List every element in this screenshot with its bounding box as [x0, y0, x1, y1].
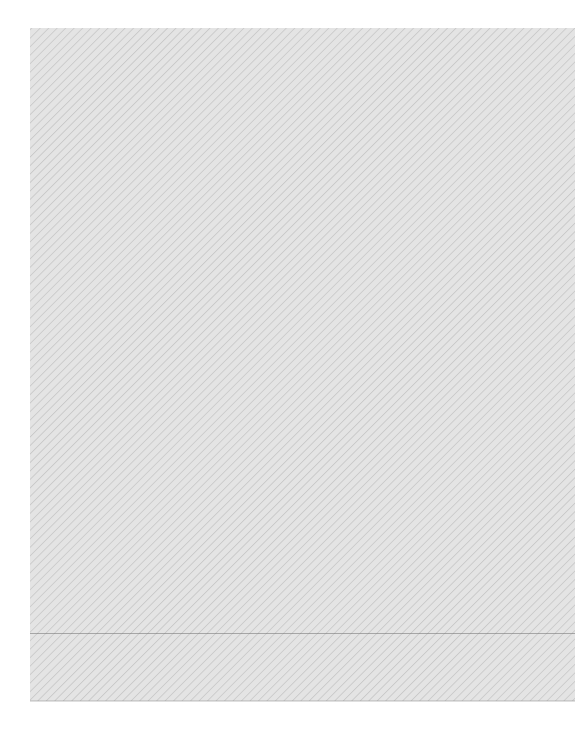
plot-bg: [30, 28, 575, 701]
